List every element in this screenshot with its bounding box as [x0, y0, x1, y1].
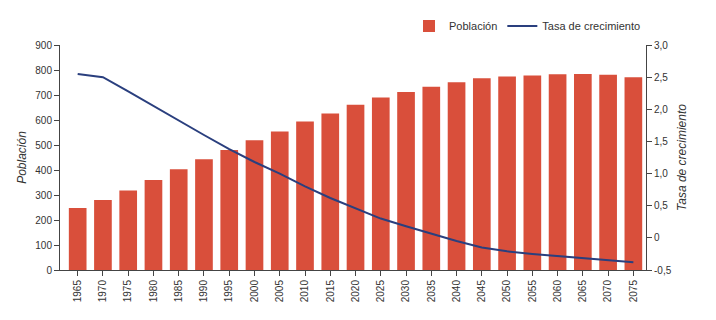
svg-text:2035: 2035	[426, 280, 437, 303]
svg-text:2055: 2055	[527, 280, 538, 303]
svg-text:2050: 2050	[501, 280, 512, 303]
svg-text:500: 500	[35, 140, 52, 151]
svg-text:700: 700	[35, 90, 52, 101]
svg-text:2045: 2045	[476, 280, 487, 303]
svg-text:2070: 2070	[602, 280, 613, 303]
svg-text:1970: 1970	[97, 280, 108, 303]
svg-text:Población: Población	[15, 131, 29, 184]
svg-text:1985: 1985	[173, 280, 184, 303]
svg-text:800: 800	[35, 65, 52, 76]
svg-text:2000: 2000	[249, 280, 260, 303]
svg-text:2075: 2075	[628, 280, 639, 303]
svg-text:2005: 2005	[274, 280, 285, 303]
svg-text:300: 300	[35, 190, 52, 201]
svg-text:400: 400	[35, 165, 52, 176]
svg-text:2025: 2025	[375, 280, 386, 303]
svg-text:1965: 1965	[72, 280, 83, 303]
svg-text:2,0: 2,0	[654, 104, 668, 115]
svg-text:2060: 2060	[552, 280, 563, 303]
svg-text:2,5: 2,5	[654, 72, 668, 83]
svg-text:Tasa de crecimiento: Tasa de crecimiento	[542, 20, 640, 32]
svg-text:3,0: 3,0	[654, 40, 668, 51]
svg-text:200: 200	[35, 215, 52, 226]
svg-text:2015: 2015	[325, 280, 336, 303]
svg-text:1,5: 1,5	[654, 136, 668, 147]
svg-text:2065: 2065	[577, 280, 588, 303]
svg-text:600: 600	[35, 115, 52, 126]
svg-text:2030: 2030	[400, 280, 411, 303]
svg-text:Tasa de crecimiento: Tasa de crecimiento	[675, 104, 689, 211]
svg-text:1990: 1990	[198, 280, 209, 303]
svg-text:100: 100	[35, 240, 52, 251]
svg-text:Población: Población	[449, 20, 497, 32]
svg-text:2010: 2010	[299, 280, 310, 303]
svg-text:1975: 1975	[122, 280, 133, 303]
svg-text:2020: 2020	[350, 280, 361, 303]
svg-text:900: 900	[35, 40, 52, 51]
svg-text:0,5: 0,5	[654, 200, 668, 211]
svg-text:2040: 2040	[451, 280, 462, 303]
svg-text:0: 0	[46, 265, 52, 276]
svg-text:1995: 1995	[223, 280, 234, 303]
svg-text:0: 0	[654, 232, 660, 243]
svg-text:-0,5: -0,5	[654, 265, 672, 276]
svg-text:1980: 1980	[148, 280, 159, 303]
svg-text:1,0: 1,0	[654, 168, 668, 179]
